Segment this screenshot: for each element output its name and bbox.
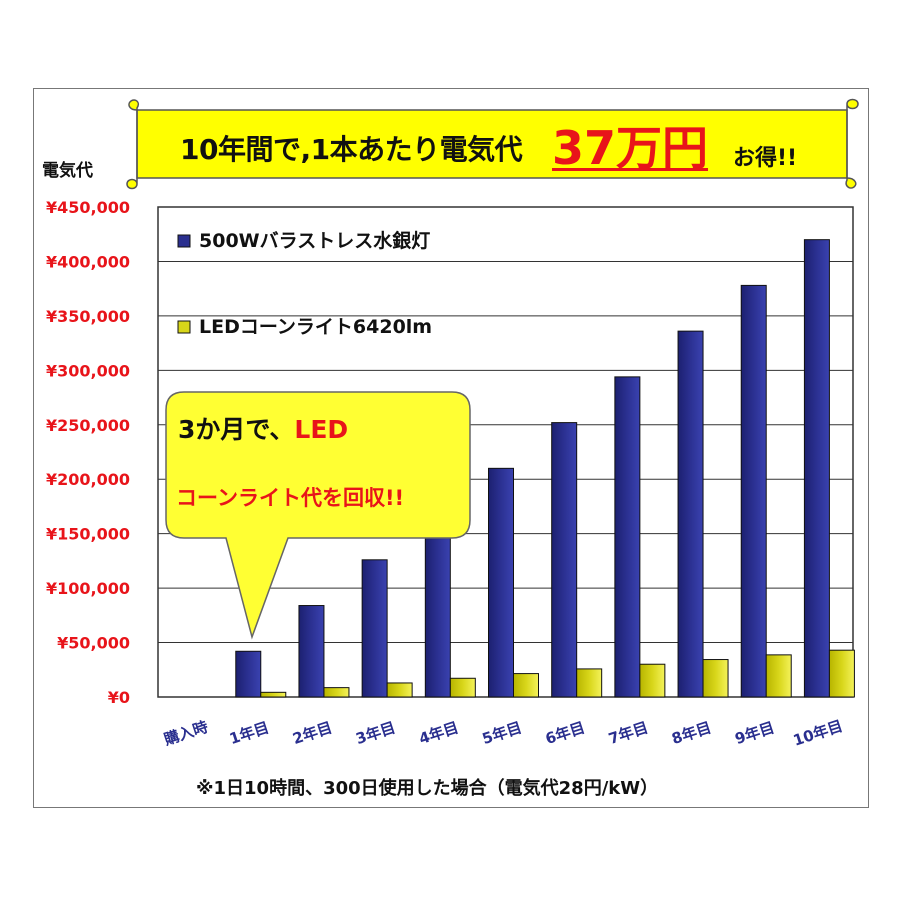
callout-line2: コーンライト代を回収!! (176, 486, 405, 510)
x-tick-label: 1年目 (227, 718, 271, 748)
scroll-right-curl (845, 98, 859, 189)
bar-series1 (551, 422, 578, 698)
x-tick-label: 8年目 (669, 718, 713, 748)
x-tick-label: 9年目 (733, 718, 777, 748)
bar-series1 (424, 513, 451, 698)
x-tick-label: 2年目 (290, 718, 334, 748)
legend-label: 500Wバラストレス水銀灯 (199, 229, 430, 252)
x-tick-label: 3年目 (354, 718, 398, 748)
banner-highlight: 37万円 (552, 121, 709, 175)
y-tick-label: ¥100,000 (46, 579, 130, 598)
banner-suffix: お得!! (733, 146, 798, 171)
callout-line1-prefix: 3か月で、 (178, 415, 295, 444)
footnote: ※1日10時間、300日使用した場合（電気代28円/kW） (196, 778, 659, 799)
y-tick-label: ¥200,000 (46, 470, 130, 489)
bar-series1 (488, 467, 514, 698)
bar-series2 (639, 663, 666, 698)
bar-series1 (235, 650, 262, 698)
x-tick-label: 4年目 (417, 718, 461, 748)
bar-series1 (614, 376, 641, 698)
bar-series2 (765, 654, 792, 698)
x-tick-label: 7年目 (606, 718, 650, 748)
bar-series2 (449, 677, 476, 698)
callout-bubble (165, 391, 471, 640)
x-tick-label: 10年目 (791, 717, 845, 750)
bar-series1 (803, 239, 830, 698)
bar-series2 (513, 673, 539, 698)
y-tick-label: ¥150,000 (46, 525, 130, 544)
scroll-left-curl (126, 99, 140, 190)
x-tick-label: 購入時 (161, 718, 210, 749)
bar-series2 (702, 659, 729, 698)
callout-line1-led: LED (294, 415, 349, 444)
x-tick-label: 5年目 (480, 718, 524, 748)
bar-series1 (677, 330, 704, 698)
y-tick-label: ¥0 (108, 688, 130, 707)
y-tick-label: ¥350,000 (46, 307, 130, 326)
bar-series1 (298, 605, 325, 698)
bar-series2 (260, 691, 287, 698)
y-axis-title: 電気代 (42, 161, 93, 181)
bar-series2 (828, 649, 855, 698)
scroll-banner (126, 98, 859, 190)
legend-swatch (177, 234, 191, 248)
y-tick-label: ¥50,000 (57, 634, 130, 653)
y-tick-label: ¥250,000 (46, 416, 130, 435)
banner-text: 10年間で,1本あたり電気代 (180, 133, 523, 166)
y-tick-label: ¥450,000 (46, 198, 130, 217)
bar-series2 (386, 682, 413, 698)
bar-series2 (576, 668, 603, 698)
bar-series1 (740, 284, 767, 698)
y-tick-label: ¥300,000 (46, 361, 130, 380)
bar-series1 (361, 559, 388, 698)
x-tick-label: 6年目 (543, 718, 587, 748)
callout-line1: 3か月で、LED (178, 410, 348, 446)
y-tick-label: ¥400,000 (46, 252, 130, 271)
legend-label: LEDコーンライト6420lm (199, 316, 432, 338)
bar-series2 (323, 687, 350, 698)
legend-swatch (177, 320, 191, 334)
